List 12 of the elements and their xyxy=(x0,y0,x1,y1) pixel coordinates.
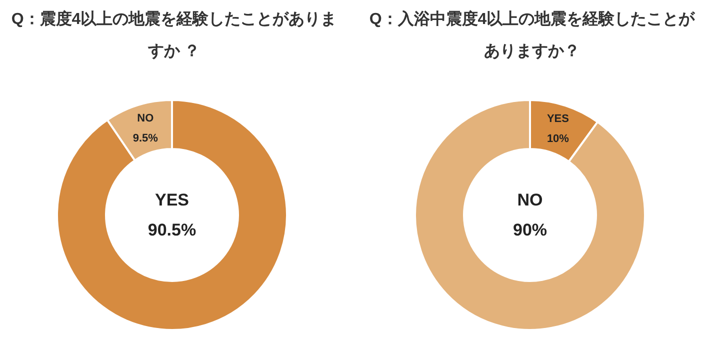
donut-slice xyxy=(414,99,646,331)
slice-label: YES xyxy=(546,112,569,125)
slice-label: YES xyxy=(154,190,190,210)
data-label: 90% xyxy=(512,220,548,240)
slice-label: NO xyxy=(137,112,154,124)
donut-slice xyxy=(56,99,288,331)
data-label: 9.5% xyxy=(132,132,158,144)
data-label: 10% xyxy=(546,132,570,145)
data-label: 90.5% xyxy=(148,220,196,240)
chart-title: Q：入浴中震度4以上の地震を経験したことがありますか？ xyxy=(368,9,696,62)
slice-label: NO xyxy=(517,190,543,210)
chart-title: Q：震度4以上の地震を経験したことがありますか ？ xyxy=(10,9,338,62)
